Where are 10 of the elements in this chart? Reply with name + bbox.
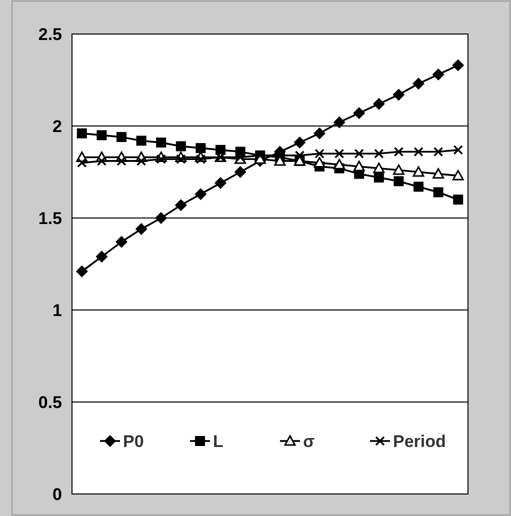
y-tick-label: 2 xyxy=(52,116,62,136)
legend-label: Period xyxy=(393,432,446,451)
y-tick-label: 1 xyxy=(52,300,62,320)
y-tick-label: 2.5 xyxy=(38,24,62,44)
y-tick-label: 0 xyxy=(52,484,62,504)
legend-label: P0 xyxy=(123,432,144,451)
legend-label: σ xyxy=(303,432,315,451)
y-tick-label: 1.5 xyxy=(38,208,62,228)
legend-label: L xyxy=(213,432,224,451)
y-tick-label: 0.5 xyxy=(38,392,62,412)
